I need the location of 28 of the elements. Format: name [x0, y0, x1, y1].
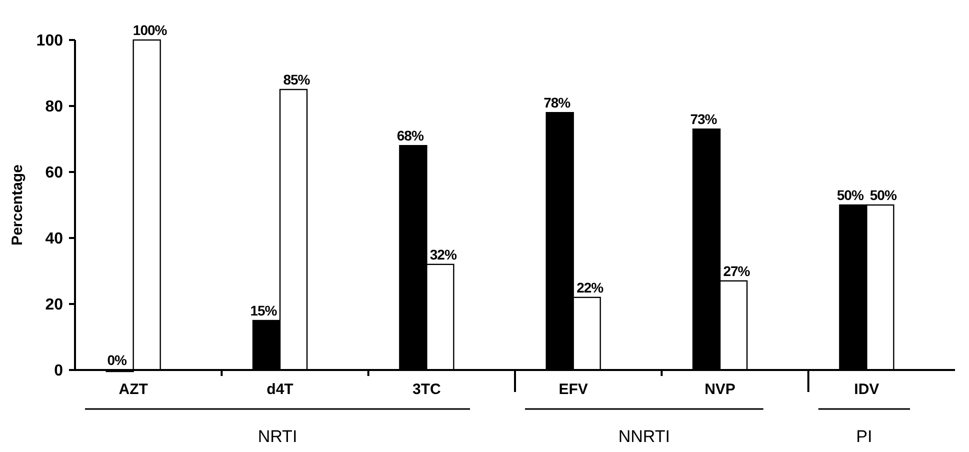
- data-label: 78%: [544, 94, 572, 111]
- data-label: 50%: [870, 187, 898, 203]
- data-label: 100%: [132, 22, 168, 38]
- y-tick-label: 0: [54, 362, 64, 380]
- data-label: 27%: [723, 262, 751, 279]
- data-label: 85%: [283, 72, 311, 88]
- data-label: 73%: [690, 111, 718, 128]
- y-tick-label: 60: [45, 164, 64, 182]
- data-label: 68%: [396, 128, 424, 144]
- data-label: 50%: [836, 187, 864, 203]
- x-tick-label: AZT: [118, 381, 148, 398]
- text: PI: [856, 427, 872, 446]
- x-tick-label: IDV: [854, 381, 880, 398]
- x-tick-label: 3TC: [412, 381, 441, 398]
- y-tick-label: 100: [36, 32, 64, 50]
- text: NNRTI: [618, 427, 670, 446]
- data-label: 0%: [107, 352, 128, 368]
- data-label: 22%: [576, 279, 604, 296]
- data-label: 32%: [430, 246, 458, 262]
- y-tick-label: 20: [45, 296, 64, 314]
- x-tick-label: EFV: [558, 381, 588, 398]
- y-axis-title: Percentage: [9, 164, 26, 246]
- x-tick-label: d4T: [266, 381, 294, 398]
- data-label: 15%: [250, 302, 278, 318]
- text: NRTI: [258, 427, 298, 446]
- x-tick-label: NVP: [704, 381, 736, 398]
- y-tick-label: 80: [45, 98, 64, 116]
- y-tick-label: 40: [45, 230, 64, 248]
